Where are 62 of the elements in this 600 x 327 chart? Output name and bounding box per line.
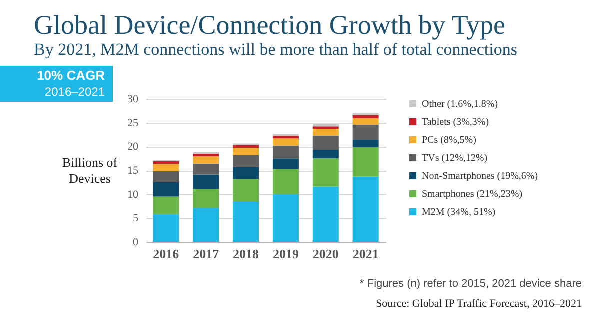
text: 2016–2021: [44, 85, 105, 99]
legend-label: Non-Smartphones (19%,6%): [422, 171, 538, 182]
bar: [153, 182, 180, 197]
bar: [233, 179, 260, 202]
bar: [312, 126, 339, 130]
bar: [312, 158, 339, 187]
y-axis-title: Billions of Devices: [62, 155, 118, 186]
bar: [272, 146, 299, 159]
bar: [352, 124, 379, 140]
bar: [193, 174, 220, 190]
legend-label: TVs (12%,12%): [422, 153, 488, 164]
y-tick-label: 5: [133, 212, 139, 225]
legend-label: PCs (8%,5%): [422, 135, 476, 146]
y-tick-label: 10: [128, 188, 139, 201]
bar: [193, 208, 220, 242]
x-tick-label: 2017: [193, 246, 220, 262]
bar: [272, 194, 299, 242]
bar: [153, 164, 180, 172]
bar: [193, 156, 220, 164]
bar: [352, 118, 379, 125]
bar: [233, 202, 260, 242]
bar: [272, 158, 299, 170]
bar: [193, 189, 220, 208]
y-tick-label: 20: [128, 141, 139, 154]
x-tick-label: 2018: [233, 246, 260, 262]
bar: [312, 186, 339, 242]
chart-subtitle: By 2021, M2M connections will be more than half of total connections: [34, 40, 518, 60]
bar: [272, 169, 299, 194]
text: * Figures (n) refer to 2015, 2021 device share: [360, 278, 582, 290]
legend-label: Other (1.6%,1.8%): [422, 99, 498, 110]
bar: [193, 164, 220, 175]
x-tick-label: 2019: [272, 246, 300, 262]
bar: [312, 150, 339, 159]
bar: [233, 145, 260, 148]
bar: [272, 136, 299, 139]
bar: [153, 214, 180, 242]
bar: [352, 176, 379, 242]
legend-label: Tablets (3%,3%): [422, 117, 490, 128]
bar: [352, 148, 379, 177]
bar: [312, 136, 339, 150]
bar: [153, 196, 180, 214]
y-tick-label: 30: [128, 94, 139, 106]
x-tick-label: 2020: [312, 246, 339, 262]
bar: [153, 171, 180, 182]
x-tick-label: 2016: [153, 246, 180, 262]
bar: [272, 138, 299, 146]
y-tick-label: 15: [128, 165, 139, 177]
bar: [352, 115, 379, 119]
bar: [233, 148, 260, 156]
bar: [312, 129, 339, 136]
chart-title: Global Device/Connection Growth by Type: [34, 10, 506, 41]
source-note: Source: Global IP Traffic Forecast, 2016–2021: [376, 298, 582, 310]
bar: [153, 161, 180, 164]
bar: [233, 155, 260, 168]
y-tick-label: 0: [133, 236, 139, 248]
legend-label: M2M (34%, 51%): [422, 207, 496, 218]
y-tick-label: 25: [128, 117, 139, 130]
legend-label: Smartphones (21%,23%): [422, 189, 523, 200]
x-tick-label: 2021: [352, 246, 379, 262]
bar: [233, 167, 260, 180]
bar: [352, 140, 379, 148]
text: 10% CAGR: [37, 68, 105, 83]
